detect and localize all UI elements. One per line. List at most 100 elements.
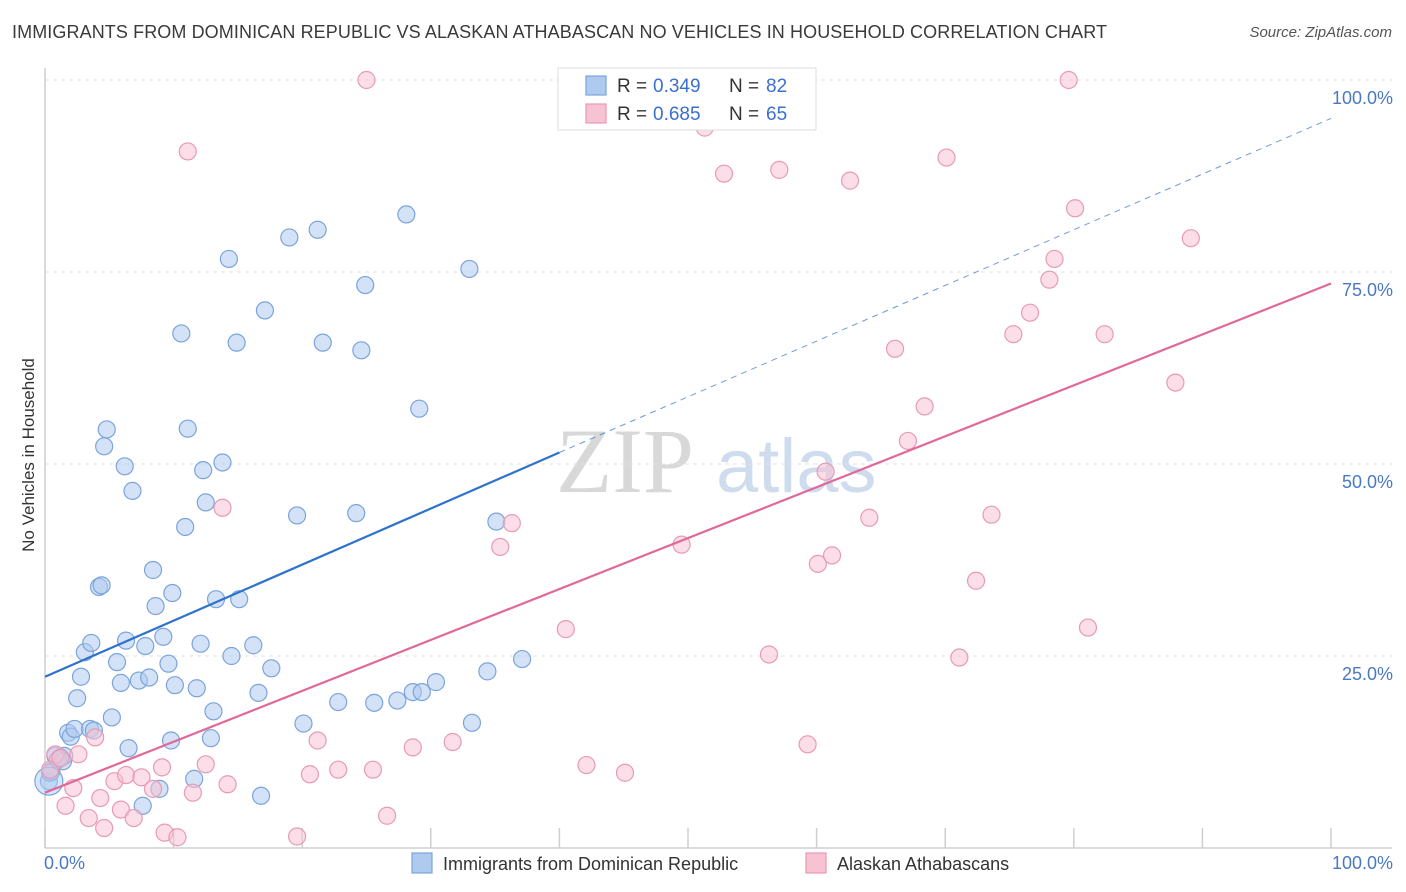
data-point-dominican — [68, 689, 87, 708]
data-point-athabascan — [822, 546, 842, 565]
data-point-athabascan — [329, 760, 348, 779]
data-point-athabascan — [124, 808, 143, 828]
data-point-athabascan — [56, 796, 75, 815]
bottom-legend: Immigrants from Dominican Republic Alask… — [411, 852, 1009, 874]
watermark-zip: ZIP — [556, 410, 694, 512]
data-point-athabascan — [860, 508, 879, 527]
data-point-dominican — [111, 673, 130, 692]
data-point-athabascan — [502, 514, 521, 533]
data-point-dominican — [410, 399, 429, 418]
data-point-dominican — [178, 419, 197, 438]
y-tick-label: 50.0% — [1342, 472, 1393, 492]
legend-r-value-2: 0.685 — [653, 104, 701, 125]
data-point-athabascan — [403, 738, 422, 757]
data-point-dominican — [159, 654, 178, 673]
data-point-dominican — [365, 693, 384, 712]
data-point-dominican — [262, 659, 281, 678]
data-point-dominican — [115, 457, 134, 476]
data-point-dominican — [187, 679, 206, 698]
trend-line-dominican-extension — [559, 117, 1332, 453]
data-point-dominican — [143, 560, 163, 580]
data-point-dominican — [388, 691, 407, 710]
data-point-athabascan — [152, 758, 172, 777]
y-axis-title: No Vehicles in Household — [19, 358, 38, 552]
data-point-dominican — [213, 453, 232, 472]
data-point-dominican — [478, 662, 497, 681]
y-tick-labels: 25.0% 50.0% 75.0% 100.0% — [1332, 88, 1393, 684]
data-point-dominican — [136, 636, 155, 656]
chart-title: IMMIGRANTS FROM DOMINICAN REPUBLIC VS AL… — [12, 22, 1108, 42]
legend-n-label-2: N = — [729, 104, 759, 125]
data-point-athabascan — [714, 164, 734, 183]
data-point-dominican — [426, 673, 446, 692]
data-point-athabascan — [143, 779, 163, 798]
data-point-athabascan — [915, 397, 934, 416]
data-point-athabascan — [556, 620, 575, 639]
data-point-dominican — [308, 220, 327, 239]
data-point-dominican — [133, 796, 152, 815]
data-point-athabascan — [308, 731, 327, 750]
legend-r-label-1: R = — [617, 76, 647, 97]
legend-swatch-pink — [585, 103, 607, 124]
data-point-dominican — [154, 627, 173, 646]
legend-n-value-2: 65 — [766, 104, 787, 125]
series-dominican-points — [34, 205, 532, 815]
data-point-athabascan — [1059, 70, 1078, 90]
data-point-dominican — [412, 682, 431, 702]
legend-n-label-1: N = — [729, 76, 759, 97]
data-point-athabascan — [885, 339, 905, 358]
data-point-dominican — [92, 576, 111, 595]
watermark: ZIP atlas — [556, 410, 877, 512]
data-point-athabascan — [178, 142, 197, 161]
data-point-dominican — [280, 228, 299, 247]
legend-r-label-2: R = — [617, 104, 647, 125]
data-point-dominican — [347, 504, 366, 523]
data-point-dominican — [201, 729, 220, 748]
data-point-dominican — [487, 512, 506, 531]
data-point-dominican — [462, 713, 482, 732]
data-point-athabascan — [808, 554, 827, 573]
data-point-athabascan — [51, 749, 70, 768]
data-point-dominican — [251, 786, 271, 805]
data-point-athabascan — [363, 760, 383, 779]
data-point-athabascan — [116, 765, 136, 785]
data-point-dominican — [244, 636, 263, 655]
data-point-dominican — [255, 301, 275, 320]
data-point-athabascan — [218, 775, 237, 794]
data-point-dominican — [140, 668, 159, 687]
data-point-dominican — [227, 333, 246, 352]
legend-n-value-1: 82 — [766, 76, 787, 97]
data-point-athabascan — [95, 818, 114, 838]
data-point-dominican — [82, 633, 101, 653]
data-point-athabascan — [798, 735, 817, 754]
data-point-athabascan — [491, 537, 510, 557]
data-point-athabascan — [1065, 199, 1085, 218]
data-point-dominican — [102, 708, 121, 727]
data-point-athabascan — [213, 498, 232, 517]
data-point-athabascan — [91, 788, 110, 808]
bottom-legend-label-pink: Alaskan Athabascans — [837, 854, 1009, 874]
data-point-dominican — [196, 493, 215, 512]
source-label: Source: ZipAtlas.com — [1249, 24, 1392, 41]
data-point-dominican — [176, 517, 195, 537]
legend: R = 0.349 N = 82 R = 0.685 N = 65 — [557, 67, 817, 131]
data-point-athabascan — [69, 745, 88, 764]
data-point-dominican — [163, 583, 182, 603]
data-point-athabascan — [966, 571, 986, 590]
bottom-legend-swatch-pink — [805, 852, 827, 874]
data-point-dominican — [123, 481, 142, 500]
axes — [44, 68, 1392, 849]
data-point-athabascan — [183, 783, 202, 802]
data-point-dominican — [397, 205, 416, 224]
data-point-athabascan — [1004, 325, 1023, 344]
data-point-athabascan — [443, 732, 462, 752]
legend-r-value-1: 0.349 — [653, 76, 701, 97]
data-point-athabascan — [111, 800, 130, 819]
y-tick-label: 25.0% — [1342, 664, 1393, 684]
data-point-athabascan — [1166, 373, 1185, 392]
data-point-dominican — [513, 649, 532, 669]
data-point-athabascan — [898, 431, 918, 451]
trend-line-athabascan — [44, 282, 1332, 794]
data-point-athabascan — [1181, 229, 1200, 248]
x-tick-label-min: 0.0% — [44, 853, 85, 873]
